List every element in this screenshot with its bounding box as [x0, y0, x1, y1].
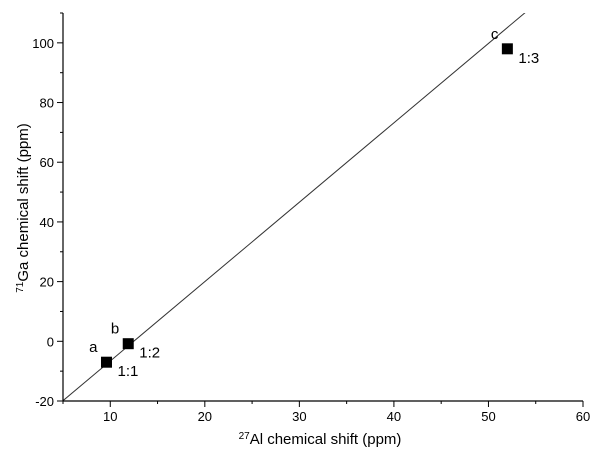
x-tick-label: 10 [103, 409, 117, 424]
y-axis-title: 71Ga chemical shift (ppm) [15, 123, 32, 293]
data-points: a 1:1 b 1:2 c 1:3 [89, 26, 539, 380]
axes [62, 13, 583, 402]
y-tick-label: 20 [40, 275, 54, 290]
data-point-b [122, 338, 134, 350]
x-axis-title: 27Al chemical shift (ppm) [239, 431, 402, 448]
point-letter-label: a [89, 339, 98, 356]
y-tick-label: 0 [47, 334, 54, 349]
x-tick-label: 30 [292, 409, 306, 424]
data-point-c [501, 43, 513, 55]
fit-line-layer [63, 13, 526, 401]
x-tick-label: 50 [481, 409, 495, 424]
x-tick-label: 40 [387, 409, 401, 424]
ticks: 10 20 30 40 50 60 -20 0 20 40 60 80 100 [32, 12, 590, 424]
x-axis-title-text: Al chemical shift (ppm) [250, 431, 402, 448]
point-ratio-label: 1:3 [518, 50, 539, 67]
fit-line [63, 13, 526, 401]
y-tick-label: 60 [40, 155, 54, 170]
y-tick-label: 40 [40, 215, 54, 230]
point-letter-label: c [491, 26, 499, 43]
y-tick-label: -20 [35, 394, 54, 409]
point-ratio-label: 1:2 [139, 345, 160, 362]
point-ratio-label: 1:1 [117, 363, 138, 380]
point-letter-label: b [111, 321, 119, 338]
data-point-a [100, 356, 112, 368]
y-axis-title-superscript: 71 [15, 281, 26, 293]
y-tick-label: 100 [32, 36, 54, 51]
x-axis-title-superscript: 27 [239, 431, 251, 442]
y-axis-title-text: Ga chemical shift (ppm) [15, 123, 32, 281]
y-tick-label: 80 [40, 96, 54, 111]
x-tick-label: 20 [198, 409, 212, 424]
x-tick-label: 60 [576, 409, 590, 424]
